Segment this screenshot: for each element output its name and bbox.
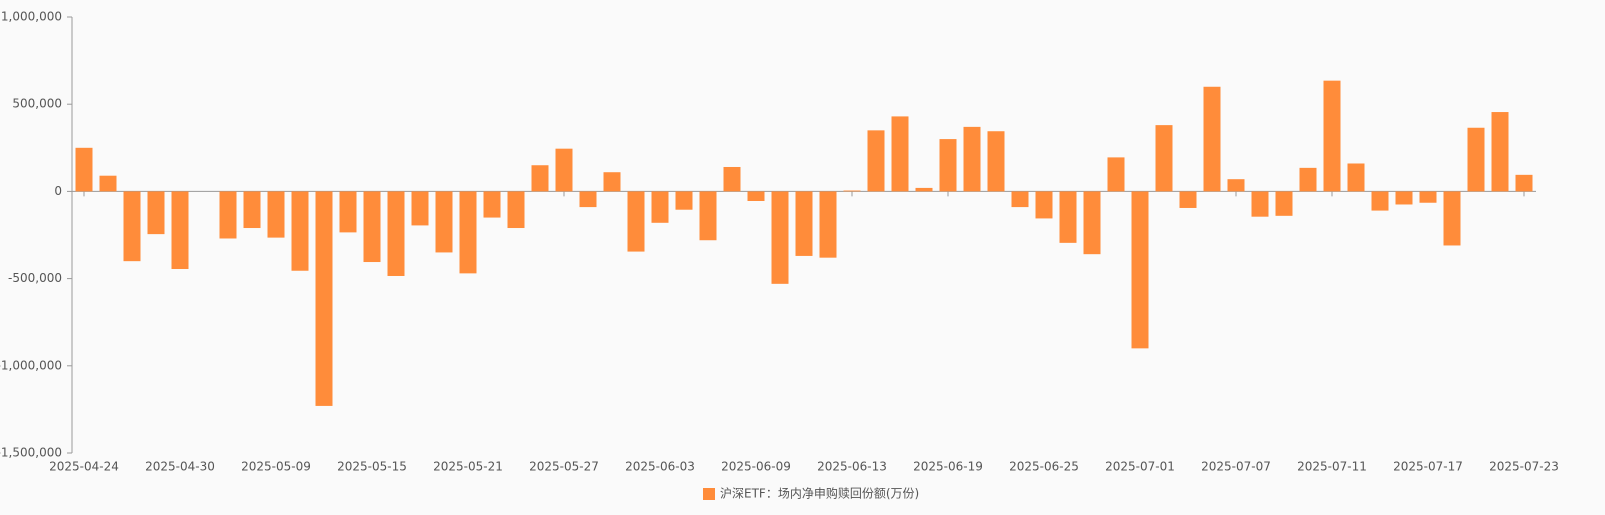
bar <box>1059 191 1077 243</box>
x-tick-label: 2025-06-19 <box>913 460 983 474</box>
x-tick-label: 2025-07-01 <box>1105 460 1175 474</box>
bar <box>771 191 789 284</box>
bar <box>1179 191 1197 208</box>
bar <box>699 191 717 241</box>
bar <box>243 191 261 229</box>
x-tick-label: 2025-07-07 <box>1201 460 1271 474</box>
y-tick-label: 500,000 <box>12 97 62 111</box>
bar <box>1299 167 1317 192</box>
y-tick-label: -500,000 <box>8 271 62 285</box>
bar <box>1251 191 1269 217</box>
bar <box>723 166 741 192</box>
bar <box>1083 191 1101 255</box>
x-tick-label: 2025-04-24 <box>49 460 119 474</box>
bar <box>603 172 621 192</box>
x-tick-label: 2025-07-11 <box>1297 460 1367 474</box>
bar <box>819 191 837 258</box>
bar <box>315 191 333 406</box>
bar <box>987 131 1005 192</box>
bar <box>1515 174 1533 192</box>
bar <box>435 191 453 253</box>
bar <box>267 191 285 238</box>
x-tick-label: 2025-05-21 <box>433 460 503 474</box>
bar <box>363 191 381 263</box>
x-tick-label: 2025-06-03 <box>625 460 695 474</box>
bar <box>387 191 405 276</box>
bar <box>1107 157 1125 192</box>
bar <box>99 175 117 192</box>
bar <box>171 191 189 270</box>
bar <box>1323 80 1341 192</box>
x-tick-label: 2025-04-30 <box>145 460 215 474</box>
x-tick-label: 2025-06-25 <box>1009 460 1079 474</box>
bar <box>579 191 597 208</box>
bar <box>939 139 957 192</box>
bar <box>1467 127 1485 192</box>
bar <box>555 148 573 192</box>
bar <box>1203 86 1221 192</box>
bar <box>291 191 309 271</box>
x-tick-label: 2025-07-17 <box>1393 460 1463 474</box>
x-tick-label: 2025-05-15 <box>337 460 407 474</box>
bar <box>339 191 357 233</box>
bar <box>147 191 165 235</box>
y-tick-label: 0 <box>54 184 62 198</box>
x-tick-label: 2025-06-13 <box>817 460 887 474</box>
bar <box>867 130 885 192</box>
bar <box>531 165 549 192</box>
bar <box>483 191 501 218</box>
bar <box>747 191 765 201</box>
bar <box>1443 191 1461 246</box>
x-tick-label: 2025-07-23 <box>1489 460 1559 474</box>
bar <box>963 126 981 192</box>
bar <box>651 191 669 223</box>
bar <box>1491 112 1509 192</box>
bar <box>219 191 237 239</box>
bar <box>1371 191 1389 211</box>
bar <box>1275 191 1293 216</box>
bar <box>843 190 861 192</box>
bar <box>1011 191 1029 208</box>
bar <box>123 191 141 262</box>
bar <box>411 191 429 226</box>
bar <box>1419 191 1437 203</box>
x-tick-label: 2025-06-09 <box>721 460 791 474</box>
bar <box>795 191 813 256</box>
bar <box>1227 179 1245 192</box>
bar <box>1395 191 1413 205</box>
bar <box>459 191 477 274</box>
bar <box>1131 191 1149 349</box>
bar <box>891 116 909 192</box>
y-tick-label: -1,500,000 <box>0 446 62 460</box>
x-tick-label: 2025-05-09 <box>241 460 311 474</box>
bar <box>1155 125 1173 192</box>
legend-swatch <box>703 488 715 500</box>
y-tick-label: -1,000,000 <box>0 358 62 372</box>
bar <box>1035 191 1053 219</box>
x-tick-label: 2025-05-27 <box>529 460 599 474</box>
bar <box>915 187 933 192</box>
bar <box>675 191 693 210</box>
bar <box>507 191 525 229</box>
legend-label: 沪深ETF：场内净申购赎回份额(万份) <box>720 486 919 501</box>
bar <box>1347 163 1365 192</box>
y-tick-label: 1,000,000 <box>1 10 62 24</box>
bar <box>75 147 93 192</box>
bar <box>627 191 645 252</box>
